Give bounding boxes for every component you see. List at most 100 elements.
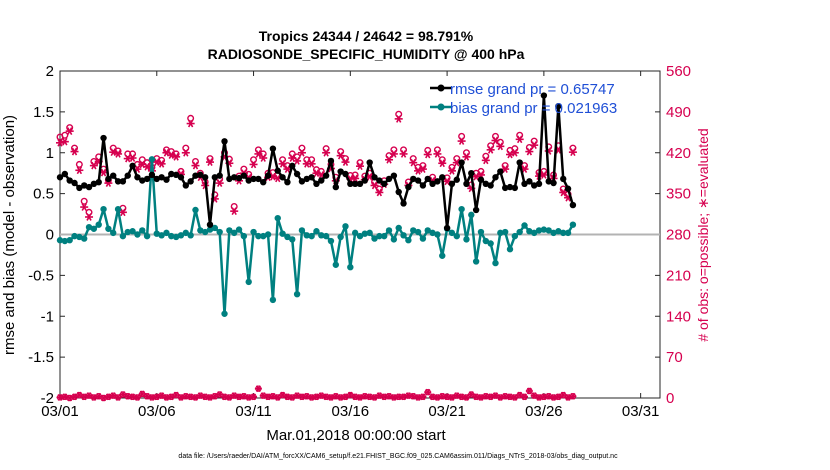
obs-lower-evaluated-marker-stroke xyxy=(139,390,145,398)
rmse-point xyxy=(172,171,180,179)
obs-evaluated-marker-stroke xyxy=(555,145,562,154)
obs-evaluated-marker-stroke xyxy=(187,119,194,128)
rmse-point xyxy=(410,175,417,183)
obs-evaluated-marker xyxy=(186,119,195,128)
obs-lower-evaluated-marker-stroke xyxy=(454,392,460,400)
obs-evaluated-marker xyxy=(351,174,360,183)
obs-lower-evaluated-marker-stroke xyxy=(289,393,295,401)
obs-evaluated-marker xyxy=(89,161,98,170)
rmse-point xyxy=(192,172,199,179)
obs-evaluated-marker-stroke xyxy=(275,174,281,183)
obs-lower-evaluated-marker-stroke xyxy=(101,394,106,402)
bias-point xyxy=(497,229,504,237)
obs-evaluated-marker xyxy=(191,161,200,170)
bias-point xyxy=(66,237,73,244)
rmse-point xyxy=(76,184,83,192)
obs-lower-evaluated-marker-stroke xyxy=(343,393,348,401)
rmse-point xyxy=(501,184,509,192)
obs-evaluated-marker-stroke xyxy=(391,150,397,158)
bias-point xyxy=(429,229,436,237)
bias-point xyxy=(298,227,306,234)
obs-lower-evaluated-marker-stroke xyxy=(164,393,169,401)
obs-lower-evaluated-marker-stroke xyxy=(512,393,518,401)
rmse-point xyxy=(347,180,354,188)
obs-evaluated-marker-stroke xyxy=(110,148,116,157)
rmse-point xyxy=(71,179,78,187)
obs-possible-marker xyxy=(61,131,69,139)
obs-lower-evaluated-marker-stroke xyxy=(434,393,440,401)
obs-evaluated-marker xyxy=(259,154,268,162)
bias-point xyxy=(192,206,199,214)
rmse-point xyxy=(143,175,151,183)
obs-evaluated-marker-stroke xyxy=(512,148,518,157)
obs-evaluated-marker-stroke xyxy=(289,154,295,162)
obs-lower-evaluated-marker xyxy=(419,393,427,401)
legend-rmse-label: rmse grand pr = 0.65747 xyxy=(450,81,615,98)
left-y-tick-label: 0 xyxy=(46,227,54,244)
obs-lower-evaluated-marker xyxy=(138,390,146,398)
bias-point xyxy=(366,229,373,237)
bias-point xyxy=(124,228,131,236)
bias-point xyxy=(371,235,378,242)
legend: rmse grand pr = 0.65747 bias grand pr = … xyxy=(430,81,617,117)
obs-lower-evaluated-marker-stroke xyxy=(130,393,136,401)
bias-point xyxy=(477,228,485,236)
obs-evaluated-marker-stroke xyxy=(76,166,83,175)
rmse-point xyxy=(322,172,330,179)
rmse-point xyxy=(366,159,373,166)
bias-point xyxy=(71,232,78,240)
rmse-point xyxy=(448,180,456,188)
bias-point xyxy=(235,226,243,233)
obs-evaluated-marker-stroke xyxy=(487,145,494,154)
obs-lower-evaluated-marker-stroke xyxy=(531,392,537,400)
obs-lower-evaluated-marker-stroke xyxy=(81,393,87,401)
bias-point xyxy=(395,224,402,232)
rmse-point xyxy=(516,159,523,166)
left-y-tick-label: -1.5 xyxy=(28,349,54,366)
bias-point xyxy=(114,205,122,213)
bias-series xyxy=(56,156,577,317)
bias-point xyxy=(187,232,194,239)
rmse-point xyxy=(100,134,107,142)
bias-point xyxy=(385,227,393,234)
bias-point xyxy=(342,223,349,230)
rmse-point xyxy=(211,174,219,181)
rmse-point xyxy=(477,176,485,183)
obs-evaluated-marker xyxy=(65,127,74,136)
rmse-point xyxy=(206,221,214,228)
obs-evaluated-marker-stroke xyxy=(458,137,465,145)
obs-evaluated-marker xyxy=(206,158,214,166)
rmse-point xyxy=(443,224,451,232)
obs-evaluated-marker xyxy=(128,154,137,162)
obs-evaluated-marker-stroke xyxy=(371,181,378,190)
obs-evaluated-marker-stroke xyxy=(158,159,165,168)
obs-evaluated-marker xyxy=(525,147,534,156)
obs-lower-evaluated-marker-stroke xyxy=(507,393,513,401)
obs-lower-evaluated-marker xyxy=(274,393,282,401)
bias-point xyxy=(351,229,359,237)
rmse-point xyxy=(148,171,156,179)
rmse-point xyxy=(124,172,131,179)
obs-possible-marker xyxy=(395,110,403,118)
rmse-point xyxy=(308,174,315,181)
right-y-tick-label: 350 xyxy=(666,186,691,203)
obs-evaluated-marker-stroke xyxy=(454,158,460,167)
obs-evaluated-marker xyxy=(443,177,452,186)
obs-evaluated-marker xyxy=(85,213,94,221)
obs-evaluated-marker xyxy=(539,171,548,179)
bias-point xyxy=(148,156,156,163)
chart-subtitle: RADIOSONDE_SPECIFIC_HUMIDITY @ 400 hPa xyxy=(208,46,525,62)
x-tick-label: 03/16 xyxy=(332,403,370,420)
left-y-axis: -2 -1.5 -1 -0.5 0 0.5 1 1.5 2 xyxy=(28,63,65,407)
rmse-point xyxy=(240,172,248,179)
obs-lower-evaluated-marker-stroke xyxy=(570,392,576,400)
rmse-point xyxy=(303,175,310,183)
obs-lower-evaluated-marker-stroke xyxy=(134,393,140,401)
bias-point xyxy=(511,232,519,240)
bias-point xyxy=(168,232,175,240)
obs-possible-marker xyxy=(80,197,88,205)
x-tick-label: 03/11 xyxy=(235,403,271,420)
obs-evaluated-marker-stroke xyxy=(570,148,576,157)
rmse-point xyxy=(342,170,349,178)
